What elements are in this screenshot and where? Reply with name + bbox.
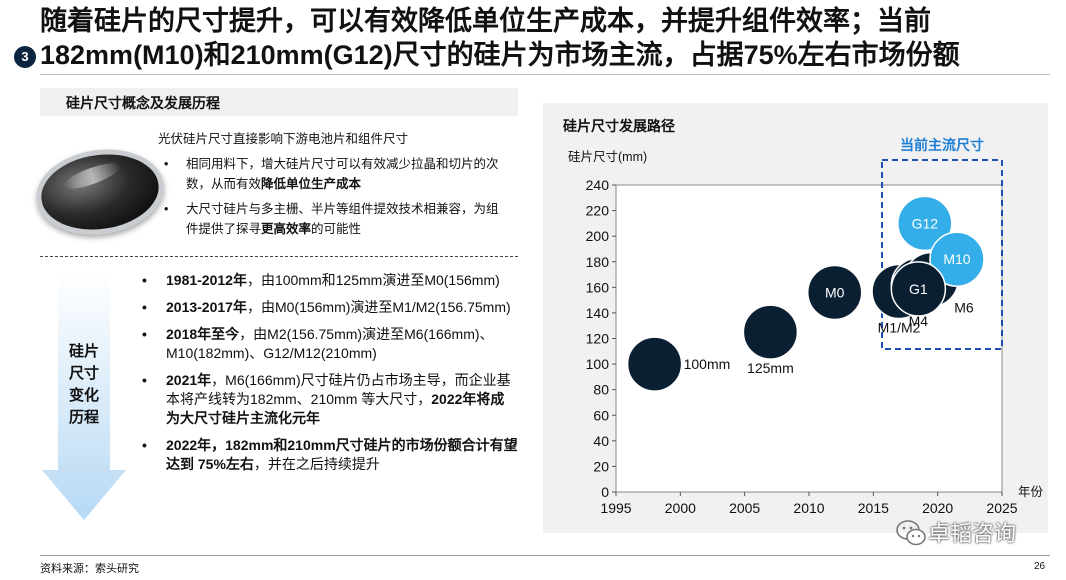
section-number-badge: 3 bbox=[14, 46, 36, 68]
x-tick-label: 1995 bbox=[600, 500, 631, 516]
y-tick-label: 240 bbox=[586, 177, 610, 193]
data-label: G12 bbox=[912, 215, 939, 231]
intro-text: 光伏硅片尺寸直接影响下游电池片和组件尺寸 bbox=[158, 132, 409, 146]
page-title-line2: 182mm(M10)和210mm(G12)尺寸的硅片为市场主流，占据75%左右市… bbox=[40, 40, 960, 70]
title-divider bbox=[40, 74, 1050, 75]
data-point bbox=[742, 304, 799, 360]
y-tick-label: 220 bbox=[586, 203, 610, 219]
data-label: M6 bbox=[954, 300, 974, 316]
wechat-logo-icon bbox=[896, 520, 926, 546]
data-point bbox=[929, 231, 985, 287]
x-tick-label: 2020 bbox=[922, 500, 953, 516]
data-label: G1 bbox=[909, 281, 928, 297]
section-title: 硅片尺寸概念及发展历程 bbox=[66, 95, 220, 111]
history-item: 2013-2017年，由M0(156mm)演进至M1/M2(156.75mm) bbox=[142, 298, 518, 317]
history-item: 1981-2012年，由100mm和125mm演进至M0(156mm) bbox=[142, 271, 518, 290]
y-tick-label: 160 bbox=[586, 279, 610, 295]
history-label: 硅片尺寸变化历程 bbox=[68, 343, 99, 426]
timeline-down-arrow bbox=[42, 270, 126, 520]
history-list: 1981-2012年，由100mm和125mm演进至M0(156mm) 2013… bbox=[142, 271, 518, 482]
data-label: M10 bbox=[943, 251, 970, 267]
data-label: M4 bbox=[909, 313, 929, 329]
y-tick-label: 180 bbox=[586, 254, 610, 270]
y-axis-label: 硅片尺寸(mm) bbox=[568, 150, 648, 164]
wafer-size-chart: 0 20 40 60 80 100 120 140 160 180 200 220 240 1995 200… bbox=[586, 137, 1044, 516]
y-tick-label: 100 bbox=[586, 356, 610, 372]
page-number: 26 bbox=[1034, 561, 1046, 572]
highlight-label: 当前主流尺寸 bbox=[900, 137, 984, 153]
y-tick-label: 200 bbox=[586, 228, 610, 244]
concept-bullet: 相同用料下，增大硅片尺寸可以有效减少拉晶和切片的次数，从而有效降低单位生产成本 bbox=[160, 154, 510, 194]
x-tick-label: 2000 bbox=[665, 500, 696, 516]
y-tick-label: 60 bbox=[593, 407, 609, 423]
wafer-image bbox=[30, 141, 170, 243]
source-note: 资料来源：索头研究 bbox=[40, 563, 139, 575]
x-tick-label: 2025 bbox=[986, 500, 1017, 516]
x-axis-label: 年份 bbox=[1018, 485, 1044, 499]
x-tick-label: 2010 bbox=[793, 500, 824, 516]
concept-bullet-list: 相同用料下，增大硅片尺寸可以有效减少拉晶和切片的次数，从而有效降低单位生产成本 … bbox=[160, 154, 510, 244]
data-point bbox=[897, 195, 953, 252]
page-title: 随着硅片的尺寸提升，可以有效降低单位生产成本，并提升组件效率；当前 182mm(… bbox=[40, 4, 1060, 72]
concept-bullet: 大尺寸硅片与多主栅、半片等组件提效技术相兼容，为组件提供了探寻更高效率的可能性 bbox=[160, 199, 510, 239]
data-label: M0 bbox=[825, 284, 845, 300]
chart-title: 硅片尺寸发展路径 bbox=[563, 118, 675, 134]
watermark-text: 卓韬咨询 bbox=[928, 521, 1017, 546]
y-tick-label: 120 bbox=[586, 331, 610, 347]
y-tick-label: 40 bbox=[593, 433, 609, 449]
data-point bbox=[890, 261, 947, 317]
x-tick-label: 2005 bbox=[729, 500, 760, 516]
y-tick-label: 20 bbox=[593, 458, 609, 474]
data-label: 100mm bbox=[684, 356, 731, 372]
history-item: 2021年，M6(166mm)尺寸硅片仍占市场主导，而企业基本将产线转为182m… bbox=[142, 371, 518, 428]
y-tick-label: 140 bbox=[586, 305, 610, 321]
section-header: 硅片尺寸概念及发展历程 bbox=[40, 88, 518, 116]
page-title-line1: 随着硅片的尺寸提升，可以有效降低单位生产成本，并提升组件效率；当前 bbox=[40, 6, 931, 36]
data-label: 125mm bbox=[747, 360, 794, 376]
highlight-box bbox=[881, 159, 1003, 350]
x-tick-label: 2015 bbox=[858, 500, 889, 516]
y-tick-label: 80 bbox=[593, 382, 609, 398]
history-item: 2018年至今，由M2(156.75mm)演进至M6(166mm)、M10(18… bbox=[142, 325, 518, 363]
dashed-divider bbox=[40, 256, 518, 257]
data-label: M1/M2 bbox=[878, 319, 921, 335]
data-point bbox=[806, 264, 863, 321]
y-tick-label: 0 bbox=[601, 484, 609, 500]
history-item: 2022年，182mm和210mm尺寸硅片的市场份额合计有望达到 75%左右，并… bbox=[142, 436, 518, 474]
data-point bbox=[626, 336, 683, 392]
footer-divider bbox=[40, 555, 1050, 556]
